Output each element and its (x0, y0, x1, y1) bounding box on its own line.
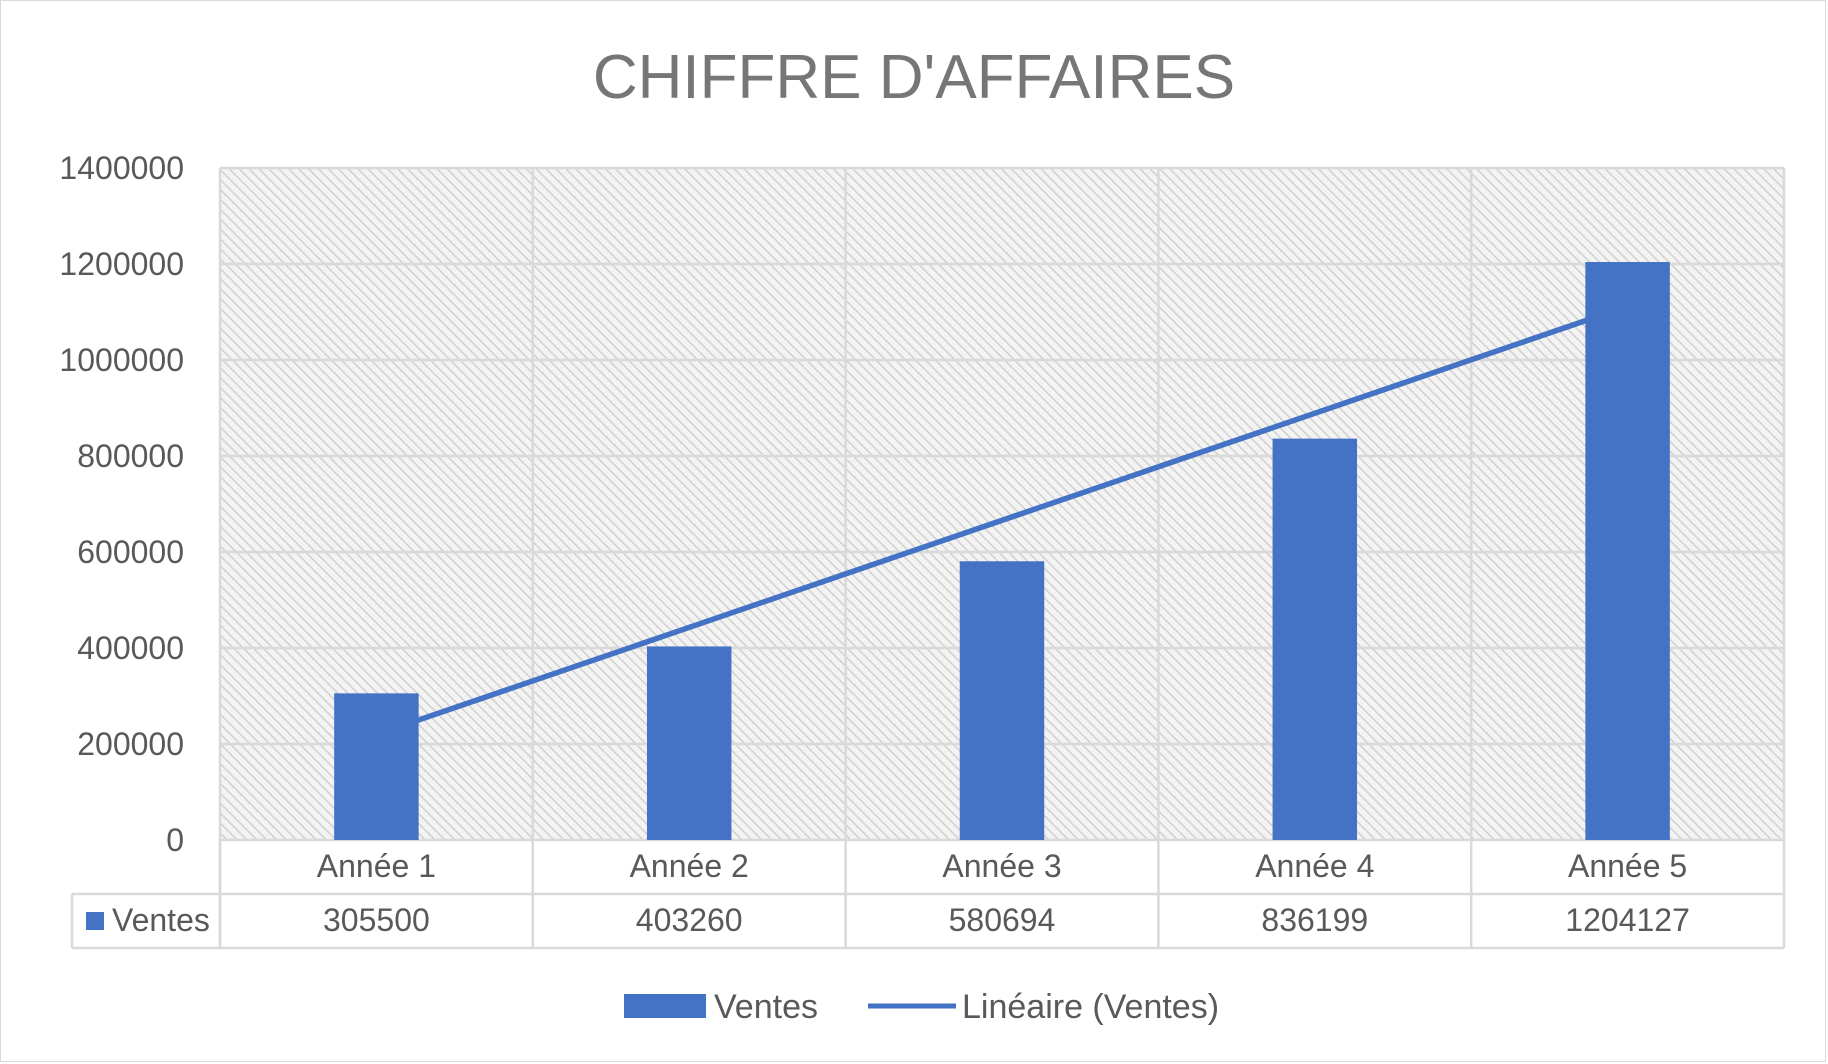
bar-3 (959, 561, 1045, 840)
data-table: Année 1 Année 2 Année 3 Année 4 Année 5 Vente… (70, 840, 1784, 950)
bars (334, 262, 1670, 840)
trendline (373, 303, 1631, 738)
chart-title: CHIFFRE D'AFFAIRES (593, 43, 1235, 112)
x-tick-label: Année 2 (630, 848, 749, 884)
x-tick-label: Année 5 (1568, 848, 1687, 884)
bar-5 (1585, 262, 1670, 840)
table-value: 580694 (949, 902, 1056, 938)
bar-4 (1272, 438, 1358, 840)
legend: Ventes Linéaire (Ventes) (624, 988, 1219, 1026)
table-value: 403260 (636, 902, 743, 938)
y-tick-label: 0 (166, 822, 184, 858)
y-tick-label: 1000000 (59, 342, 184, 378)
y-tick-label: 1400000 (59, 150, 184, 186)
bar-1 (334, 693, 419, 840)
table-legend-key (86, 912, 104, 930)
x-tick-label: Année 3 (942, 848, 1061, 884)
table-value: 305500 (323, 902, 430, 938)
legend-label-ventes: Ventes (714, 988, 818, 1026)
x-tick-label: Année 1 (317, 848, 436, 884)
legend-label-trendline: Linéaire (Ventes) (962, 988, 1219, 1026)
y-tick-label: 1200000 (59, 246, 184, 282)
y-tick-label: 800000 (77, 438, 184, 474)
grid-lines (218, 166, 1786, 948)
y-tick-label: 600000 (77, 534, 184, 570)
legend-swatch-ventes (624, 994, 706, 1018)
y-tick-label: 400000 (77, 630, 184, 666)
bar-2 (646, 646, 732, 840)
y-axis-tick-labels: 0 200000 400000 600000 800000 1000000 1200000 1… (59, 150, 184, 858)
table-value: 1204127 (1565, 902, 1690, 938)
x-tick-label: Année 4 (1255, 848, 1374, 884)
trendline-group (373, 303, 1631, 738)
y-tick-label: 200000 (77, 726, 184, 762)
table-row-label: Ventes (112, 902, 210, 938)
table-value: 836199 (1261, 902, 1368, 938)
